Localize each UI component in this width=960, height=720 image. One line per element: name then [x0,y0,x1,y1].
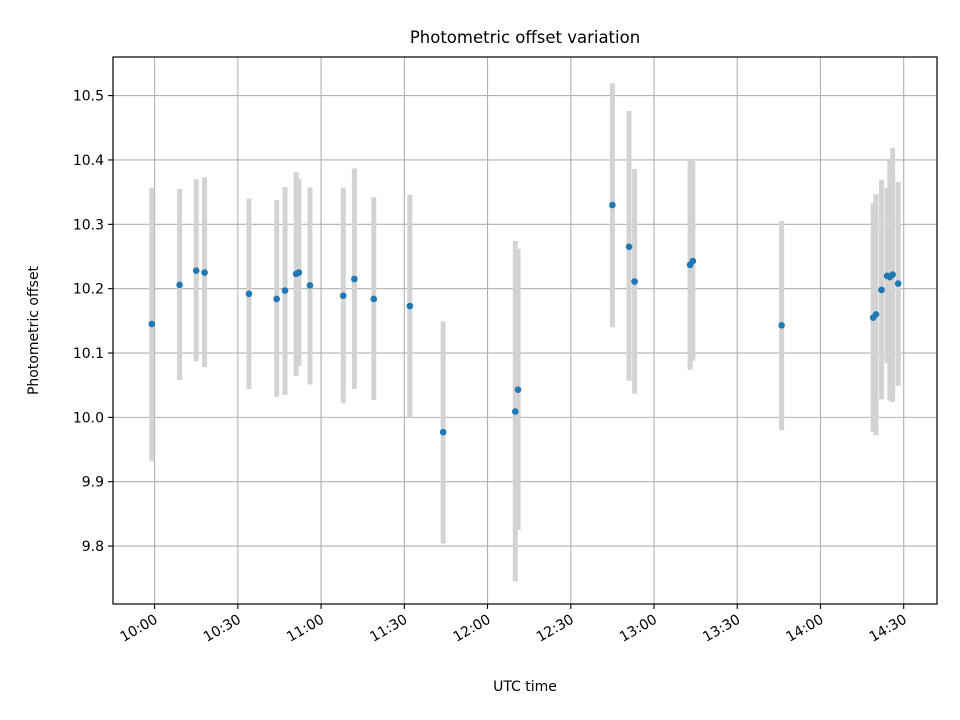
data-point [281,287,289,294]
data-point [295,269,303,276]
y-axis-label: Photometric offset [26,265,42,395]
data-point [511,408,519,415]
chart-title: Photometric offset variation [410,28,640,47]
data-point [351,275,358,283]
y-axis: 9.8 9.9 10.0 10.1 10.2 10.3 10.4 10.5 [73,89,113,555]
data-point [245,290,253,298]
data-point [339,292,347,300]
data-point [894,280,902,287]
point-layer [148,201,902,436]
data-point [201,269,208,276]
y-tick-label: 9.9 [82,475,104,491]
data-point [370,295,378,303]
data-point [872,311,880,318]
y-tick-label: 9.8 [82,539,104,555]
data-point [609,201,616,209]
data-point [631,278,638,285]
data-point [406,302,414,310]
data-point [192,267,200,274]
y-tick-label: 10.0 [73,410,104,426]
data-point [878,286,885,294]
y-tick-label: 10.4 [73,153,104,169]
data-point [889,271,896,278]
plot-area [113,57,937,604]
x-axis-label: UTC time [493,679,557,695]
data-point [148,320,156,328]
y-tick-label: 10.2 [73,282,104,298]
y-tick-label: 10.5 [73,89,104,105]
data-point [306,282,314,289]
data-point [625,243,633,251]
data-point [273,295,280,303]
data-point [689,257,697,265]
y-tick-label: 10.3 [73,217,104,233]
data-point [778,322,785,329]
data-point [514,386,522,394]
data-point [176,281,183,289]
plot-frame [112,56,938,605]
data-point [439,428,447,436]
y-tick-label: 10.1 [73,346,104,362]
